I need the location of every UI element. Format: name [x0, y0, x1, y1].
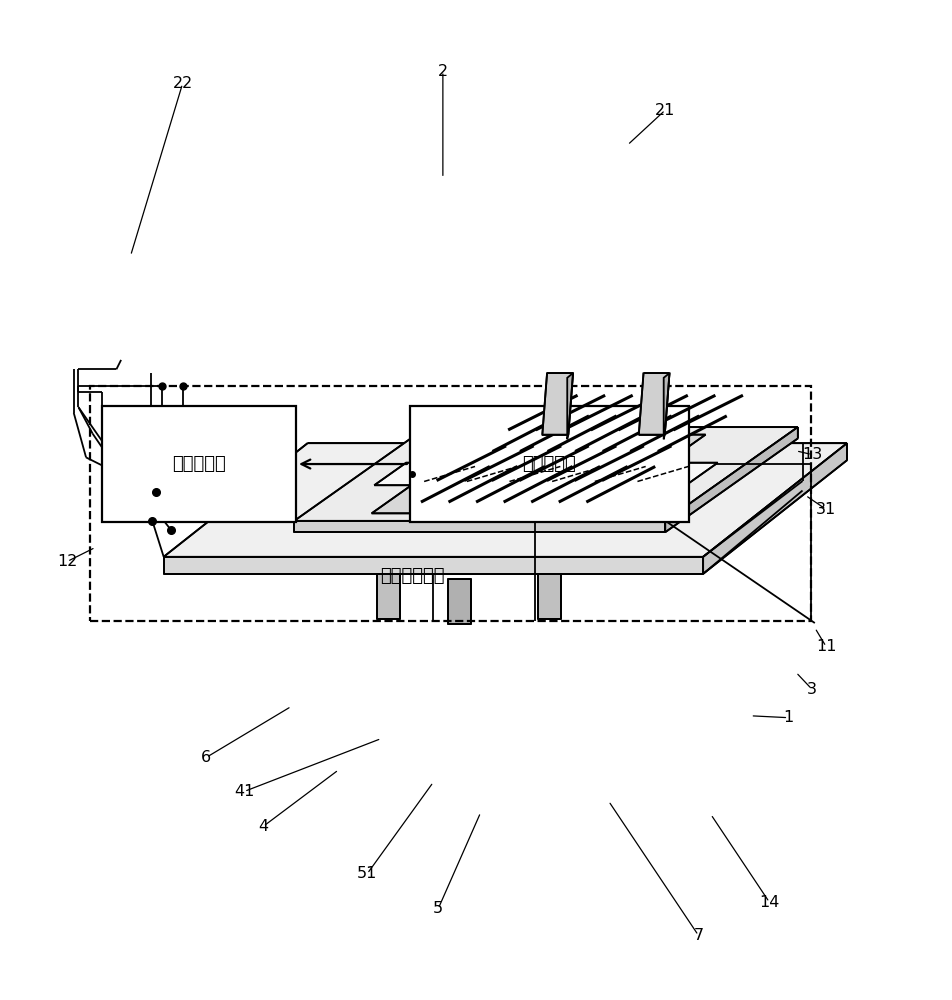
- Text: 6: 6: [201, 750, 211, 765]
- Polygon shape: [444, 435, 705, 463]
- Polygon shape: [543, 373, 573, 435]
- Text: 7: 7: [693, 928, 704, 943]
- Polygon shape: [447, 579, 471, 624]
- Text: 11: 11: [816, 639, 837, 654]
- Polygon shape: [377, 574, 400, 619]
- Polygon shape: [294, 521, 665, 532]
- Bar: [409, 406, 689, 522]
- Text: 3: 3: [807, 682, 817, 697]
- Text: 14: 14: [759, 895, 780, 910]
- Polygon shape: [538, 574, 561, 619]
- Polygon shape: [639, 373, 669, 435]
- Text: 4: 4: [258, 819, 268, 834]
- Text: 13: 13: [802, 447, 823, 462]
- Polygon shape: [567, 373, 573, 439]
- Text: 信号发生装置: 信号发生装置: [381, 567, 445, 585]
- Text: 51: 51: [357, 866, 377, 881]
- Polygon shape: [374, 463, 718, 485]
- Polygon shape: [704, 443, 847, 574]
- Bar: [102, 406, 296, 522]
- Polygon shape: [164, 443, 847, 557]
- Polygon shape: [664, 373, 669, 439]
- Text: 1: 1: [783, 710, 793, 725]
- Polygon shape: [294, 427, 798, 521]
- Polygon shape: [665, 427, 798, 532]
- FancyArrowPatch shape: [302, 460, 407, 468]
- Text: 41: 41: [234, 784, 254, 799]
- Polygon shape: [371, 485, 634, 513]
- Text: 31: 31: [816, 502, 836, 517]
- Text: 21: 21: [655, 103, 676, 118]
- Text: 22: 22: [172, 76, 192, 91]
- Polygon shape: [164, 557, 704, 574]
- Text: 12: 12: [57, 554, 77, 569]
- Text: 信号发生器: 信号发生器: [523, 455, 576, 473]
- Bar: [89, 386, 811, 621]
- Text: 功率放大器: 功率放大器: [172, 455, 226, 473]
- Text: 5: 5: [433, 901, 444, 916]
- Text: 2: 2: [438, 64, 448, 79]
